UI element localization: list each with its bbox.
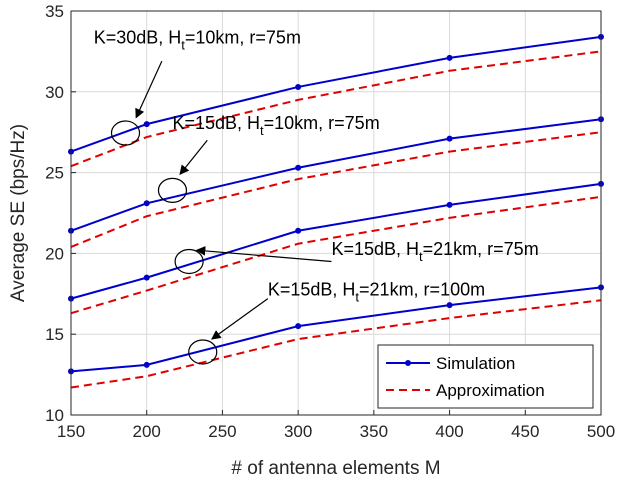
y-axis-label: Average SE (bps/Hz) [8, 124, 29, 302]
simulation-point [143, 121, 150, 128]
curve-label-main: K=30dB, H [94, 27, 182, 47]
annotation-arrow [211, 298, 269, 340]
simulation-point [295, 83, 302, 90]
y-tick-label: 20 [45, 244, 64, 263]
x-tick-label: 250 [208, 422, 236, 441]
y-tick-label: 30 [45, 83, 64, 102]
simulation-point [295, 323, 302, 330]
curve-label-main: K=15dB, H [172, 113, 260, 133]
x-tick-label: 450 [511, 422, 539, 441]
simulation-point [143, 361, 150, 368]
annotation-ellipse [188, 339, 218, 365]
legend-approximation-label: Approximation [436, 381, 545, 400]
curve-label-main: K=15dB, H [331, 239, 419, 259]
curve-label-rest: =10km, r=75m [264, 113, 380, 133]
simulation-point [295, 227, 302, 234]
x-axis-label: # of antenna elements M [231, 458, 440, 479]
legend: Simulation Approximation [377, 344, 594, 409]
simulation-line-1 [70, 35, 602, 153]
annotation-arrow [195, 246, 332, 263]
curve-label-main: K=15dB, H [268, 279, 356, 299]
annotation-arrow [135, 60, 163, 119]
annotation-ellipse [157, 177, 188, 203]
x-tick-label: 400 [435, 422, 463, 441]
approximation-line-2 [70, 131, 602, 248]
curve-label-1: K=30dB, Ht=10km, r=75m [94, 27, 301, 52]
simulation-point [446, 201, 453, 208]
curve-label-2: K=15dB, Ht=10km, r=75m [172, 113, 379, 138]
x-tick-label: 200 [133, 422, 161, 441]
curve-label-4: K=15dB, Ht=21km, r=100m [268, 279, 485, 304]
legend-simulation-marker [405, 360, 411, 366]
simulation-point [446, 54, 453, 61]
annotation-ellipse [110, 120, 141, 146]
simulation-point [446, 135, 453, 142]
curve-label-subscript: t [355, 289, 359, 304]
curve-label-rest: =21km, r=100m [359, 279, 485, 299]
simulation-point [143, 274, 150, 281]
plot-frame [70, 10, 602, 416]
curve-label-rest: =21km, r=75m [423, 239, 539, 259]
simulation-point [446, 302, 453, 309]
annotation-ellipse [174, 248, 204, 275]
curve-label-subscript: t [260, 123, 264, 138]
x-tick-label: 350 [360, 422, 388, 441]
x-tick-label: 300 [284, 422, 312, 441]
curve-label-subscript: t [419, 249, 423, 264]
simulation-point [143, 200, 150, 207]
approximation-line-1 [70, 50, 602, 168]
annotation-arrow [179, 139, 208, 175]
y-tick-label: 35 [45, 2, 64, 21]
curve-label-rest: =10km, r=75m [185, 27, 301, 47]
axis-ticks: 150 200 250 300 350 400 450 500 10 15 20 25 30 35 [45, 2, 615, 441]
approximation-line-3 [70, 195, 602, 315]
curve-label-3: K=15dB, Ht=21km, r=75m [331, 239, 538, 264]
approximation-line-4 [70, 299, 602, 389]
curve-label-subscript: t [181, 37, 185, 52]
simulation-point [295, 164, 302, 171]
y-tick-label: 25 [45, 164, 64, 183]
y-tick-label: 10 [45, 406, 64, 425]
legend-box [377, 344, 594, 409]
y-tick-label: 15 [45, 325, 64, 344]
legend-simulation-label: Simulation [436, 354, 515, 373]
x-tick-label: 500 [587, 422, 615, 441]
x-tick-label: 150 [57, 422, 85, 441]
